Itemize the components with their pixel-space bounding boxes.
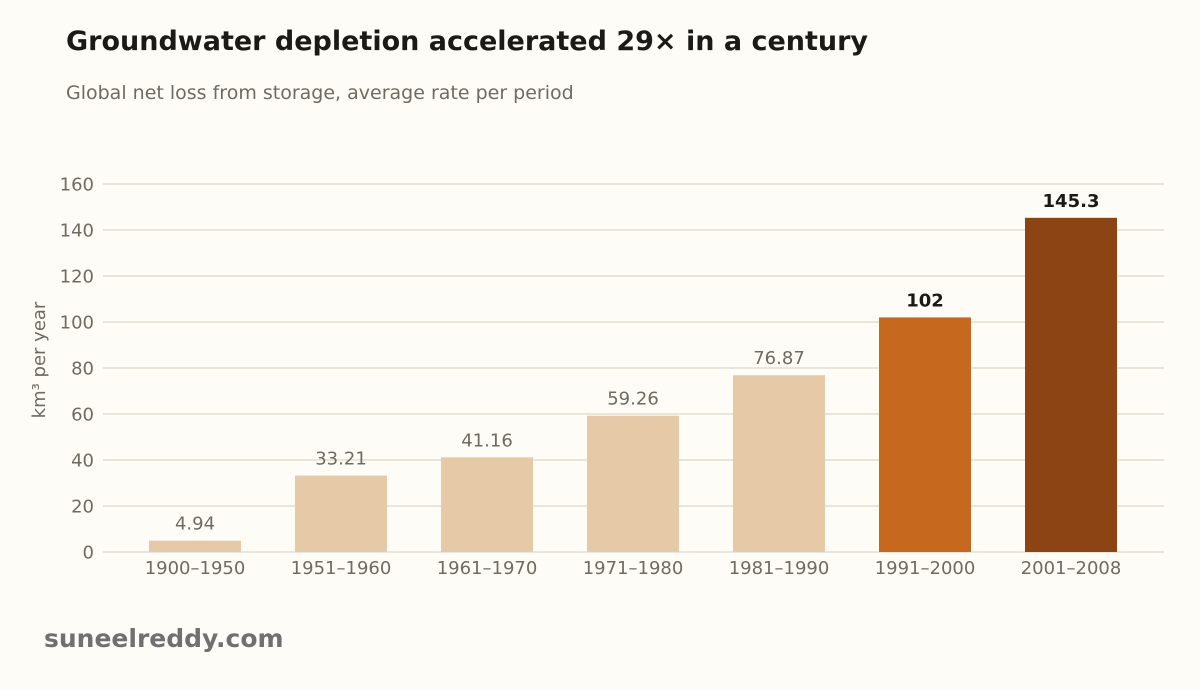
bars — [149, 217, 1117, 552]
y-axis-title: km³ per year — [29, 301, 50, 418]
y-tick-label: 100 — [60, 313, 94, 334]
x-tick-label: 2001–2008 — [1021, 558, 1122, 579]
value-label: 4.94 — [175, 514, 215, 535]
bar — [441, 457, 533, 552]
x-axis-ticks: 1900–1950 1951–1960 1961–1970 1971–1980 1981… — [145, 558, 1122, 579]
y-tick-label: 60 — [71, 405, 94, 426]
chart-title: Groundwater depletion accelerated 29× in… — [66, 26, 869, 57]
y-tick-label: 160 — [60, 175, 94, 196]
value-label: 102 — [906, 290, 944, 311]
bar — [149, 540, 241, 552]
x-tick-label: 1991–2000 — [875, 558, 976, 579]
bar — [1025, 217, 1117, 552]
y-tick-label: 40 — [71, 451, 94, 472]
bar — [879, 317, 971, 552]
bar — [733, 375, 825, 552]
bar — [295, 475, 387, 552]
x-tick-label: 1951–1960 — [291, 558, 392, 579]
y-tick-label: 80 — [71, 359, 94, 380]
value-label: 59.26 — [607, 389, 659, 410]
footer-source: suneelreddy.com — [44, 624, 284, 653]
y-tick-label: 140 — [60, 221, 94, 242]
value-label: 145.3 — [1043, 191, 1100, 212]
y-tick-label: 0 — [83, 543, 94, 564]
x-tick-label: 1971–1980 — [583, 558, 684, 579]
y-tick-label: 20 — [71, 497, 94, 518]
y-tick-label: 120 — [60, 267, 94, 288]
x-tick-label: 1900–1950 — [145, 558, 246, 579]
chart-subtitle: Global net loss from storage, average ra… — [66, 82, 574, 104]
value-label: 33.21 — [315, 449, 367, 470]
value-label: 76.87 — [753, 348, 805, 369]
bar — [587, 415, 679, 552]
y-axis-ticks: 0 20 40 60 80 100 120 140 160 — [60, 175, 94, 564]
x-tick-label: 1961–1970 — [437, 558, 538, 579]
value-label: 41.16 — [461, 430, 513, 451]
value-labels: 4.94 33.21 41.16 59.26 76.87 102 145.3 — [175, 191, 1100, 535]
x-tick-label: 1981–1990 — [729, 558, 830, 579]
